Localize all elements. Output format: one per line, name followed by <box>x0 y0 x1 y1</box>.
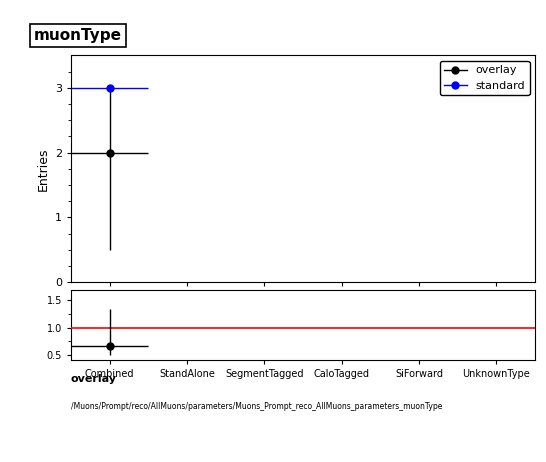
Text: muonType: muonType <box>34 28 122 43</box>
Text: /Muons/Prompt/reco/AllMuons/parameters/Muons_Prompt_reco_AllMuons_parameters_muo: /Muons/Prompt/reco/AllMuons/parameters/M… <box>71 402 442 411</box>
Legend: overlay, standard: overlay, standard <box>440 61 530 96</box>
Text: overlay: overlay <box>71 374 117 384</box>
Y-axis label: Entries: Entries <box>36 147 49 190</box>
